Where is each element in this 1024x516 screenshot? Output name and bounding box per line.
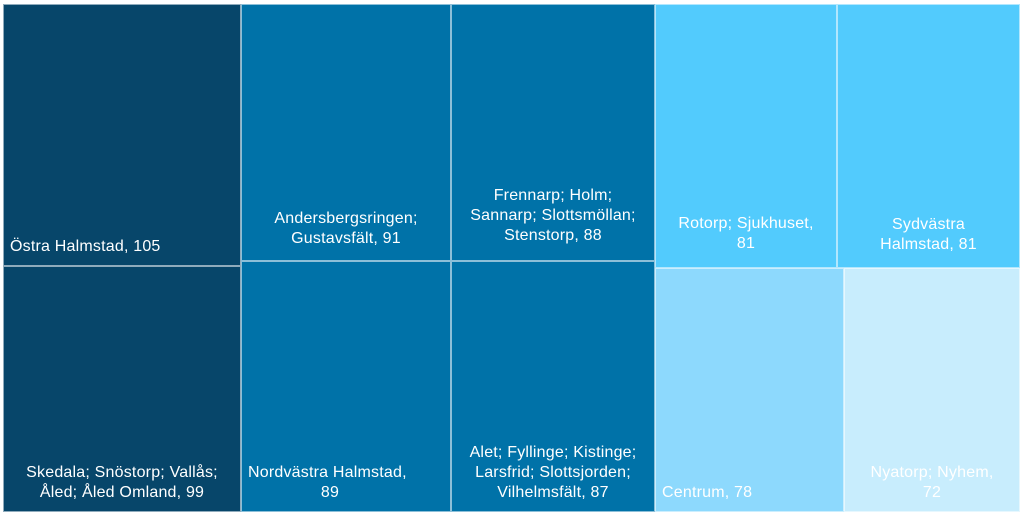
treemap-tile: Alet; Fyllinge; Kistinge; Larsfrid; Slott…	[451, 261, 655, 512]
tile-label: Östra Halmstad, 105	[10, 238, 161, 255]
tile-label: Andersbergsringen; Gustavsfält, 91	[274, 210, 418, 247]
tile-label: Skedala; Snöstorp; Vallås; Åled; Åled Oml…	[26, 464, 218, 501]
treemap-tile: Rotorp; Sjukhuset, 81	[655, 4, 837, 268]
treemap-tile: Nordvästra Halmstad, 89	[241, 261, 451, 512]
tile-label: Nyatorp; Nyhem, 72	[870, 464, 994, 501]
treemap-tile: Frennarp; Holm; Sannarp; Slottsmöllan; Ste…	[451, 4, 655, 261]
treemap-tile: Sydvästra Halmstad, 81	[837, 4, 1020, 268]
tile-label: Frennarp; Holm; Sannarp; Slottsmöllan; Ste…	[470, 187, 636, 244]
tile-label: Rotorp; Sjukhuset, 81	[678, 215, 814, 252]
tile-label: Nordvästra Halmstad, 89	[248, 464, 407, 501]
treemap-tile: Andersbergsringen; Gustavsfält, 91	[241, 4, 451, 261]
treemap-tile: Nyatorp; Nyhem, 72	[844, 268, 1020, 512]
treemap-tile: Skedala; Snöstorp; Vallås; Åled; Åled Oml…	[3, 266, 241, 512]
tile-label: Alet; Fyllinge; Kistinge; Larsfrid; Slott…	[469, 444, 637, 501]
treemap-tile: Östra Halmstad, 105	[3, 4, 241, 266]
treemap-tile: Centrum, 78	[655, 268, 844, 512]
tile-label: Sydvästra Halmstad, 81	[880, 216, 977, 253]
tile-label: Centrum, 78	[662, 484, 753, 501]
